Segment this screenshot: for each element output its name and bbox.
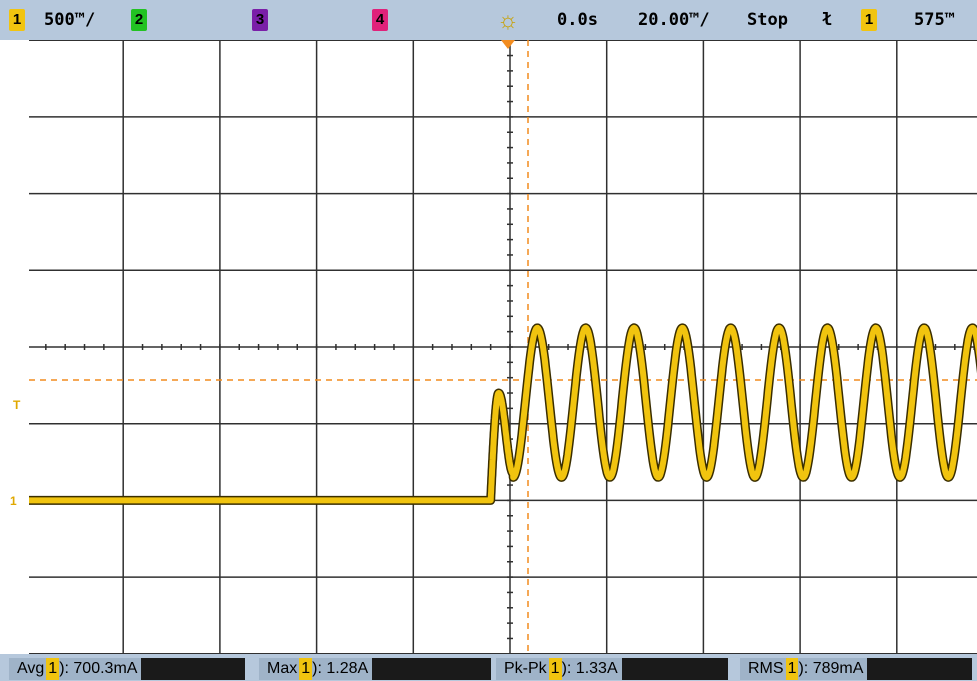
status-bar: 1 500™/ 2 3 4 ☼ 0.0s 20.00™/ Stop ł 1 57… [0, 0, 977, 40]
waveform-plot [29, 40, 977, 654]
trigger-level[interactable]: 575™ [914, 10, 955, 30]
measurement-rms[interactable]: RMS 1): 789mA [740, 658, 972, 680]
channel-1-badge[interactable]: 1 [9, 9, 25, 31]
channel-2-badge[interactable]: 2 [131, 9, 147, 31]
scope-display[interactable] [29, 40, 977, 654]
waveform-trace [29, 324, 977, 504]
timebase-scale[interactable]: 20.00™/ [638, 10, 710, 30]
trigger-level-marker[interactable]: T [13, 398, 21, 412]
channel-3-badge[interactable]: 3 [252, 9, 268, 31]
trigger-position-marker[interactable] [501, 40, 515, 49]
channel-1-scale[interactable]: 500™/ [44, 10, 96, 30]
measurement-avg[interactable]: Avg 1): 700.3mA [9, 658, 245, 680]
channel-4-badge[interactable]: 4 [372, 9, 388, 31]
measurement-bar: Avg 1): 700.3mA Max 1): 1.28A Pk-Pk 1): 1.3… [0, 654, 977, 681]
measurement-pk-pk[interactable]: Pk-Pk 1): 1.33A [496, 658, 728, 680]
trigger-channel-badge[interactable]: 1 [861, 9, 877, 31]
measurement-max[interactable]: Max 1): 1.28A [259, 658, 491, 680]
run-state[interactable]: Stop [747, 10, 788, 30]
brightness-icon: ☼ [497, 7, 519, 34]
trigger-edge-icon: ł [822, 10, 833, 30]
channel-1-ground-marker[interactable]: 1 [10, 494, 17, 508]
time-offset[interactable]: 0.0s [557, 10, 598, 30]
